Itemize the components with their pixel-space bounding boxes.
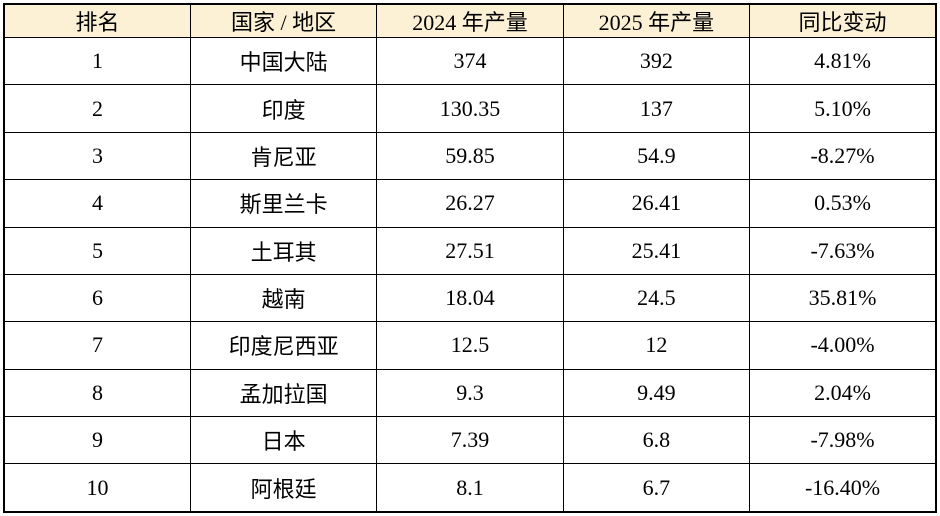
output-2025-cell: 6.7 xyxy=(562,463,751,513)
table-row: 5 土耳其 27.51 25.41 -7.63% xyxy=(3,226,937,275)
country-cell: 阿根廷 xyxy=(189,463,378,513)
header-2025-output: 2025 年产量 xyxy=(562,3,751,38)
header-rank: 排名 xyxy=(3,3,191,38)
table-row: 2 印度 130.35 137 5.10% xyxy=(3,84,937,133)
country-cell: 土耳其 xyxy=(189,226,378,275)
output-2024-cell: 26.27 xyxy=(376,179,564,228)
output-2024-cell: 8.1 xyxy=(376,463,564,513)
yoy-change-cell: 0.53% xyxy=(749,179,937,228)
country-cell: 斯里兰卡 xyxy=(189,179,378,228)
yoy-change-cell: -7.63% xyxy=(749,226,937,275)
rank-cell: 3 xyxy=(3,131,191,181)
table-row: 7 印度尼西亚 12.5 12 -4.00% xyxy=(3,321,937,370)
output-2025-cell: 24.5 xyxy=(562,273,751,323)
output-2024-cell: 9.3 xyxy=(376,368,564,418)
output-2024-cell: 27.51 xyxy=(376,226,564,275)
country-cell: 中国大陆 xyxy=(189,36,378,86)
rank-cell: 10 xyxy=(3,463,191,513)
table-row: 8 孟加拉国 9.3 9.49 2.04% xyxy=(3,368,937,418)
table-row: 10 阿根廷 8.1 6.7 -16.40% xyxy=(3,463,937,513)
output-2025-cell: 392 xyxy=(562,36,751,86)
yoy-change-cell: -4.00% xyxy=(749,321,937,370)
yoy-change-cell: -16.40% xyxy=(749,463,937,513)
output-2025-cell: 9.49 xyxy=(562,368,751,418)
country-cell: 孟加拉国 xyxy=(189,368,378,418)
output-2025-cell: 25.41 xyxy=(562,226,751,275)
output-2024-cell: 7.39 xyxy=(376,415,564,465)
output-2024-cell: 374 xyxy=(376,36,564,86)
table-row: 9 日本 7.39 6.8 -7.98% xyxy=(3,415,937,465)
output-2025-cell: 137 xyxy=(562,84,751,133)
production-ranking-table: 排名 国家 / 地区 2024 年产量 2025 年产量 同比变动 1 中国大陆… xyxy=(3,3,937,513)
rank-cell: 8 xyxy=(3,368,191,418)
rank-cell: 1 xyxy=(3,36,191,86)
rank-cell: 9 xyxy=(3,415,191,465)
rank-cell: 4 xyxy=(3,179,191,228)
rank-cell: 7 xyxy=(3,321,191,370)
table-body: 1 中国大陆 374 392 4.81% 2 印度 130.35 137 5.1… xyxy=(3,36,937,513)
country-cell: 印度 xyxy=(189,84,378,133)
rank-cell: 5 xyxy=(3,226,191,275)
rank-cell: 6 xyxy=(3,273,191,323)
output-2024-cell: 12.5 xyxy=(376,321,564,370)
country-cell: 越南 xyxy=(189,273,378,323)
output-2024-cell: 59.85 xyxy=(376,131,564,181)
table-row: 1 中国大陆 374 392 4.81% xyxy=(3,36,937,86)
country-cell: 印度尼西亚 xyxy=(189,321,378,370)
output-2025-cell: 26.41 xyxy=(562,179,751,228)
yoy-change-cell: 4.81% xyxy=(749,36,937,86)
output-2025-cell: 54.9 xyxy=(562,131,751,181)
output-2025-cell: 12 xyxy=(562,321,751,370)
yoy-change-cell: -8.27% xyxy=(749,131,937,181)
yoy-change-cell: 5.10% xyxy=(749,84,937,133)
header-country: 国家 / 地区 xyxy=(189,3,378,38)
output-2024-cell: 130.35 xyxy=(376,84,564,133)
table-row: 6 越南 18.04 24.5 35.81% xyxy=(3,273,937,323)
yoy-change-cell: 35.81% xyxy=(749,273,937,323)
yoy-change-cell: 2.04% xyxy=(749,368,937,418)
table-row: 3 肯尼亚 59.85 54.9 -8.27% xyxy=(3,131,937,181)
yoy-change-cell: -7.98% xyxy=(749,415,937,465)
output-2024-cell: 18.04 xyxy=(376,273,564,323)
table-header-row: 排名 国家 / 地区 2024 年产量 2025 年产量 同比变动 xyxy=(3,3,937,38)
country-cell: 肯尼亚 xyxy=(189,131,378,181)
header-yoy-change: 同比变动 xyxy=(749,3,937,38)
output-2025-cell: 6.8 xyxy=(562,415,751,465)
country-cell: 日本 xyxy=(189,415,378,465)
rank-cell: 2 xyxy=(3,84,191,133)
header-row: 排名 国家 / 地区 2024 年产量 2025 年产量 同比变动 xyxy=(3,3,937,38)
table-row: 4 斯里兰卡 26.27 26.41 0.53% xyxy=(3,179,937,228)
header-2024-output: 2024 年产量 xyxy=(376,3,564,38)
